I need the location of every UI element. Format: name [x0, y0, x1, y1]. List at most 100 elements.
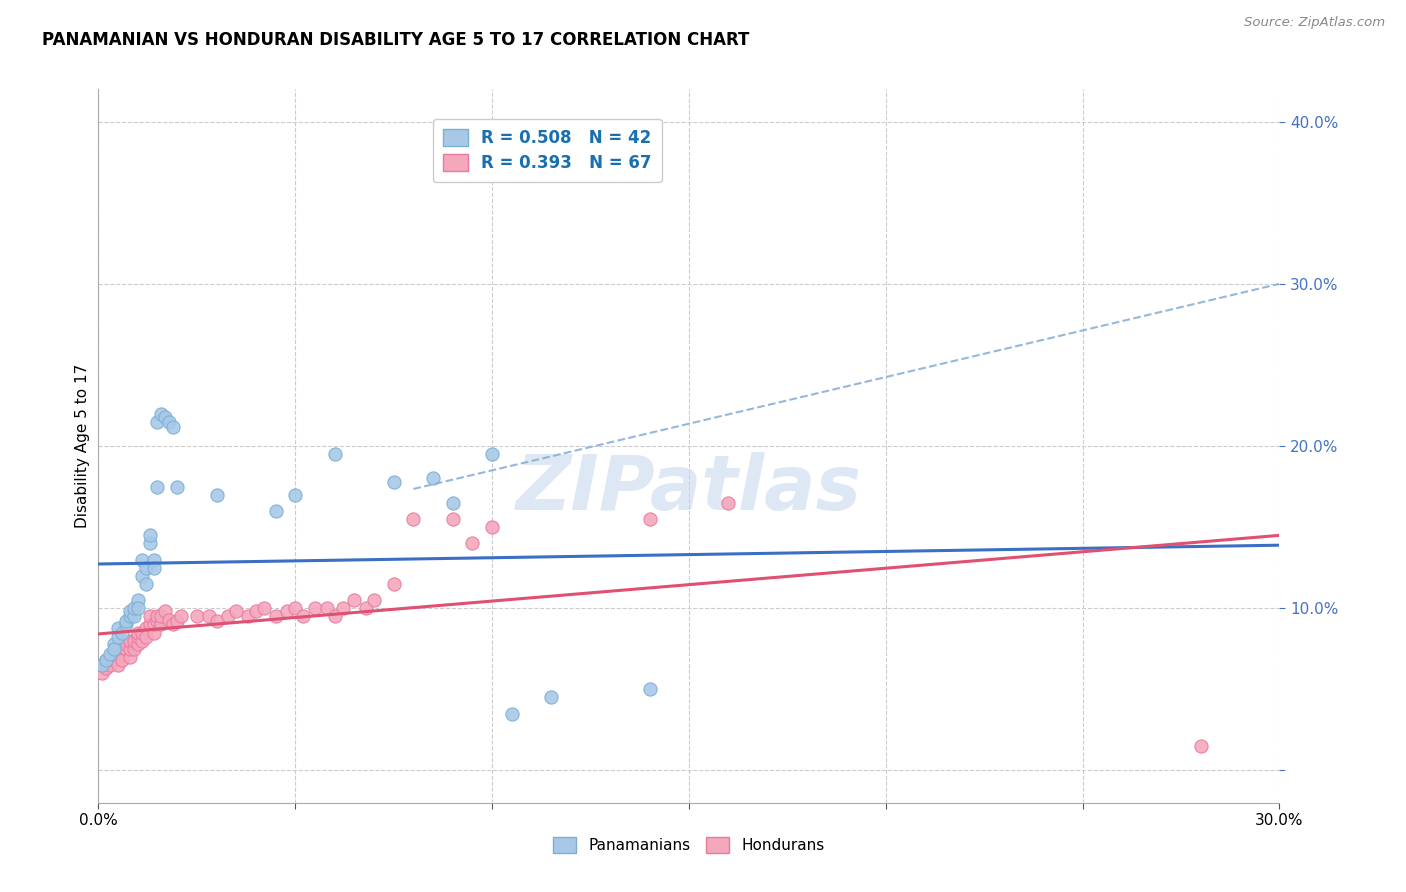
Point [170, 609, 193, 624]
Point [138, 528, 160, 542]
Point [146, 479, 169, 493]
Point [142, 560, 165, 574]
Point [135, 560, 157, 574]
Point [323, 447, 346, 461]
Point [441, 512, 464, 526]
Point [98, 647, 121, 661]
Point [122, 641, 145, 656]
Point [1189, 739, 1212, 753]
Point [166, 614, 188, 628]
Point [131, 633, 153, 648]
Point [315, 601, 337, 615]
Point [118, 633, 141, 648]
Point [142, 617, 165, 632]
Point [197, 609, 219, 624]
Point [118, 604, 141, 618]
Text: Source: ZipAtlas.com: Source: ZipAtlas.com [1244, 16, 1385, 29]
Point [111, 653, 134, 667]
Point [638, 682, 661, 697]
Point [127, 593, 149, 607]
Point [166, 479, 188, 493]
Y-axis label: Disability Age 5 to 17: Disability Age 5 to 17 [75, 364, 90, 528]
Point [131, 568, 153, 582]
Point [135, 577, 157, 591]
Point [150, 617, 173, 632]
Point [162, 419, 184, 434]
Point [103, 641, 125, 656]
Point [162, 617, 184, 632]
Point [323, 609, 346, 624]
Point [155, 604, 177, 618]
Point [98, 657, 121, 672]
Point [122, 609, 145, 624]
Point [382, 577, 405, 591]
Point [135, 631, 157, 645]
Point [142, 625, 165, 640]
Point [382, 475, 405, 489]
Point [127, 625, 149, 640]
Point [96, 653, 118, 667]
Point [717, 496, 740, 510]
Point [501, 706, 523, 721]
Point [118, 609, 141, 624]
Point [107, 631, 129, 645]
Point [111, 625, 134, 640]
Point [205, 614, 228, 628]
Point [122, 633, 145, 648]
Point [118, 641, 141, 656]
Point [115, 614, 138, 628]
Point [264, 504, 287, 518]
Legend: Panamanians, Hondurans: Panamanians, Hondurans [547, 831, 831, 859]
Point [284, 601, 307, 615]
Point [91, 657, 114, 672]
Point [150, 407, 173, 421]
Point [107, 657, 129, 672]
Point [146, 415, 169, 429]
Point [186, 609, 208, 624]
Point [363, 593, 385, 607]
Point [142, 552, 165, 566]
Point [402, 512, 425, 526]
Point [332, 601, 354, 615]
Point [135, 621, 157, 635]
Point [115, 641, 138, 656]
Point [98, 649, 121, 664]
Point [236, 609, 259, 624]
Point [155, 409, 177, 424]
Point [150, 609, 173, 624]
Point [138, 609, 160, 624]
Point [481, 520, 503, 534]
Point [96, 661, 118, 675]
Point [422, 471, 444, 485]
Point [127, 601, 149, 615]
Text: PANAMANIAN VS HONDURAN DISABILITY AGE 5 TO 17 CORRELATION CHART: PANAMANIAN VS HONDURAN DISABILITY AGE 5 … [42, 31, 749, 49]
Text: ZIPatlas: ZIPatlas [516, 452, 862, 525]
Point [111, 647, 134, 661]
Point [91, 657, 114, 672]
Point [131, 552, 153, 566]
Point [354, 601, 377, 615]
Point [157, 613, 180, 627]
Point [225, 604, 247, 618]
Point [96, 653, 118, 667]
Point [138, 617, 160, 632]
Point [107, 641, 129, 656]
Point [122, 601, 145, 615]
Point [205, 488, 228, 502]
Point [103, 653, 125, 667]
Point [245, 604, 267, 618]
Point [115, 637, 138, 651]
Point [638, 512, 661, 526]
Point [146, 609, 169, 624]
Point [276, 604, 298, 618]
Point [284, 488, 307, 502]
Point [118, 649, 141, 664]
Point [131, 625, 153, 640]
Point [107, 649, 129, 664]
Point [127, 637, 149, 651]
Point [138, 536, 160, 550]
Point [115, 617, 138, 632]
Point [157, 415, 180, 429]
Point [103, 647, 125, 661]
Point [343, 593, 366, 607]
